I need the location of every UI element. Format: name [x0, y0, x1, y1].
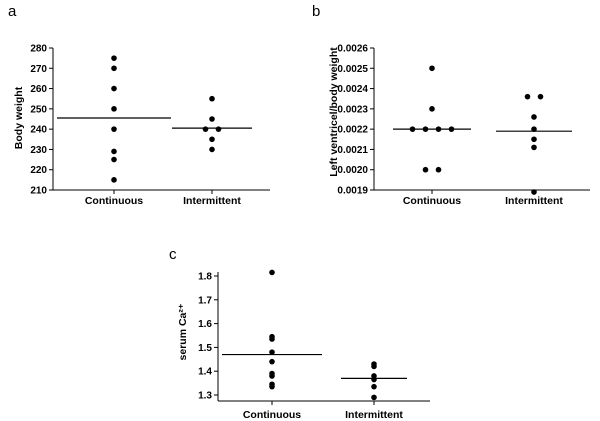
panel-a-ytick-label: 260: [30, 84, 47, 95]
panel-a-point: [111, 106, 117, 112]
panel-c-ytick-label: 1.5: [198, 343, 212, 354]
panel-a-ytick-label: 280: [30, 44, 47, 55]
panel-b-ytick-label: 0.0024: [337, 84, 368, 95]
panel-b-point: [531, 136, 537, 143]
panel-b-cat-continuous: Continuous: [403, 195, 461, 207]
panel-c-point: [269, 373, 275, 379]
panel-a-cat-intermittent: Intermittent: [183, 195, 241, 207]
panel-c-point: [371, 376, 377, 383]
panel-a-point: [209, 95, 215, 102]
panel-b-letter: b: [312, 3, 320, 20]
panel-a-ytick-label: 220: [30, 165, 47, 176]
panel-a-point: [209, 146, 215, 153]
panel-c-point: [371, 383, 377, 390]
panel-b-point: [429, 65, 435, 72]
panel-c-point: [269, 269, 275, 276]
panel-b-point: [429, 106, 435, 112]
panel-b: b Left ventricel/body weight Continuous …: [312, 3, 590, 207]
panel-b-cat-intermittent: Intermittent: [505, 195, 563, 207]
panel-b-point: [531, 144, 537, 151]
panel-c-point: [269, 383, 275, 390]
panel-b-ytick-label: 0.0022: [337, 125, 368, 136]
panel-c-letter: c: [169, 246, 177, 263]
panel-a-point: [111, 65, 117, 72]
panel-a-point: [111, 126, 117, 132]
panel-a-ylabel: Body weight: [13, 86, 25, 149]
panel-a-ytick-label: 270: [30, 64, 47, 75]
panel-a-point: [111, 156, 117, 163]
panel-a-point: [209, 116, 215, 122]
panel-a-ytick-label: 250: [30, 104, 47, 115]
panel-a-point: [209, 136, 215, 143]
panel-a-ytick-label: 230: [30, 145, 47, 156]
panel-c-point: [269, 336, 275, 342]
panel-b-point: [531, 126, 537, 132]
panel-b-point: [422, 166, 429, 173]
panel-b-point: [524, 93, 531, 100]
panel-c-cat-continuous: Continuous: [243, 409, 301, 421]
panel-a-ytick-label: 240: [30, 125, 47, 136]
panel-a-point: [111, 148, 117, 155]
panel-c-cat-intermittent: Intermittent: [345, 409, 403, 421]
panel-b-ytick-label: 0.0026: [337, 44, 368, 55]
panel-b-point: [531, 114, 537, 120]
panel-c-ylabel: serum Ca²⁺: [177, 303, 189, 360]
panel-b-ytick-label: 0.0020: [337, 165, 368, 176]
panel-c-ytick-label: 1.3: [198, 391, 212, 402]
panel-a-point: [111, 55, 117, 61]
panel-a-point: [111, 85, 117, 92]
panel-c-ytick-label: 1.4: [198, 367, 212, 378]
panel-b-point: [537, 93, 544, 100]
panel-a-point: [202, 126, 209, 132]
panel-c-point: [269, 358, 275, 365]
panel-c-point: [269, 349, 275, 355]
panel-b-point: [531, 189, 537, 195]
panel-c-point: [371, 394, 377, 401]
panel-c-ytick-label: 1.8: [198, 272, 212, 283]
panel-c-ytick-label: 1.6: [198, 319, 212, 330]
panel-a-point: [111, 177, 117, 183]
panel-b-ytick-label: 0.0021: [337, 145, 368, 156]
panel-c: c serum Ca²⁺ Continuous Intermittent 1.3…: [169, 246, 430, 421]
panel-c-ytick-label: 1.7: [198, 295, 212, 306]
panel-b-ytick-label: 0.0025: [337, 64, 368, 75]
panel-b-ytick-label: 0.0019: [337, 186, 368, 197]
panel-b-ytick-label: 0.0023: [337, 104, 368, 115]
panel-a-cat-continuous: Continuous: [85, 195, 143, 207]
panel-c-point: [371, 363, 377, 370]
panel-b-point: [435, 166, 442, 173]
panel-a: a Body weight Continuous Intermittent 21…: [8, 3, 270, 207]
panel-a-point: [215, 126, 222, 132]
panel-a-ytick-label: 210: [30, 186, 47, 197]
panel-a-letter: a: [8, 3, 17, 20]
panel-b-ylabel: Left ventricel/body weight: [328, 47, 340, 177]
